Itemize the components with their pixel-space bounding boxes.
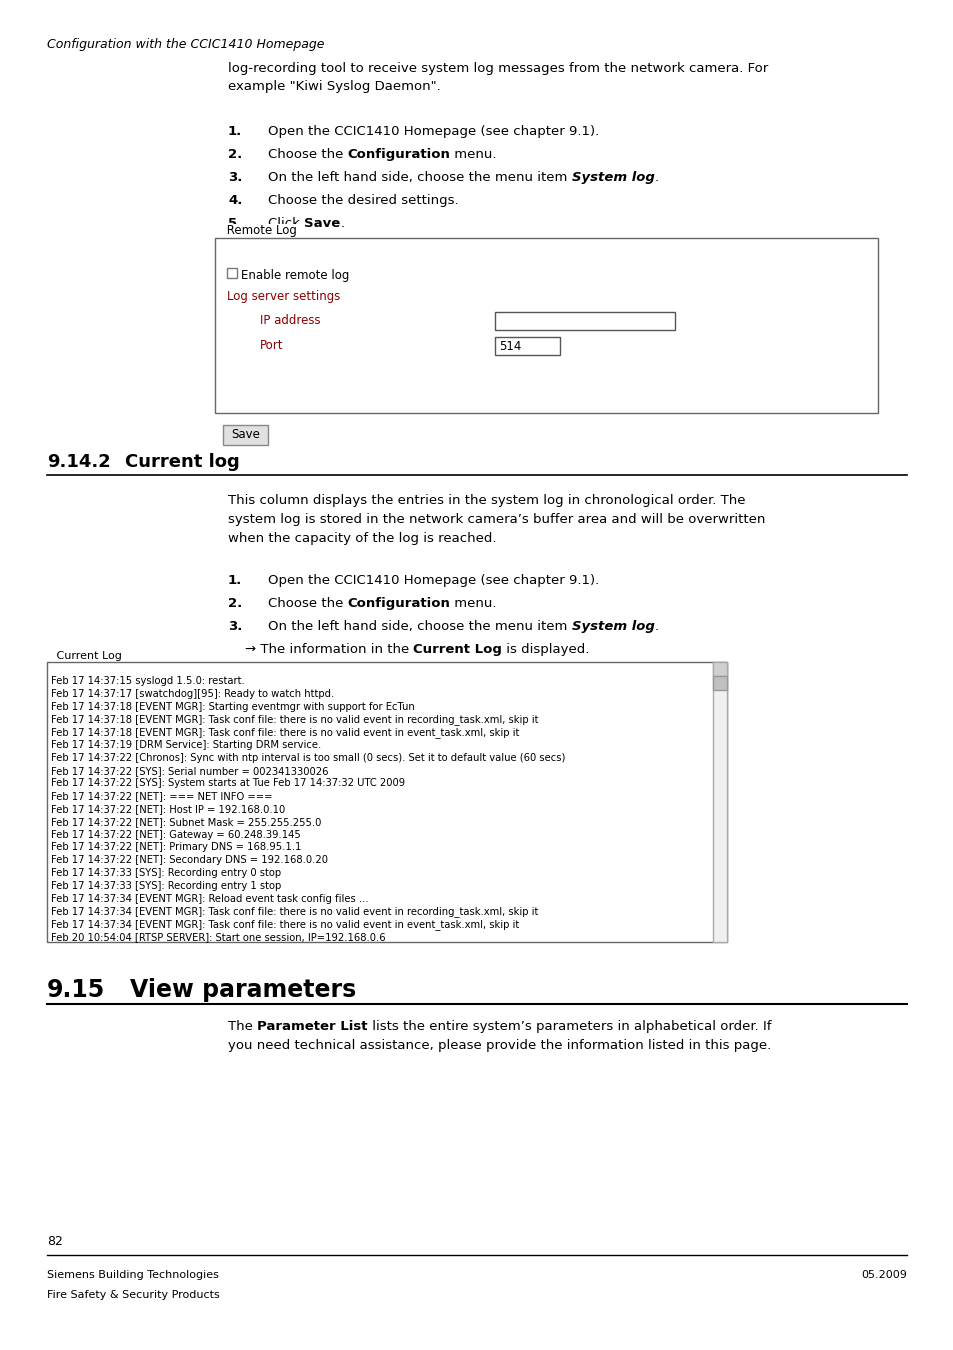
Bar [223, 425, 268, 446]
Bar [214, 238, 877, 413]
Text: Parameter List: Parameter List [257, 1021, 367, 1033]
Text: Open the CCIC1410 Homepage (see chapter 9.1).: Open the CCIC1410 Homepage (see chapter … [268, 574, 598, 587]
Text: View parameters: View parameters [130, 977, 355, 1002]
Text: when the capacity of the log is reached.: when the capacity of the log is reached. [228, 532, 496, 545]
Text: Feb 17 14:37:22 [NET]: Gateway = 60.248.39.145: Feb 17 14:37:22 [NET]: Gateway = 60.248.… [51, 830, 300, 840]
Text: Configuration: Configuration [347, 597, 450, 610]
Text: Feb 17 14:37:34 [EVENT MGR]: Task conf file: there is no valid event in event_ta: Feb 17 14:37:34 [EVENT MGR]: Task conf f… [51, 919, 518, 930]
Bar [495, 312, 675, 329]
Text: Fire Safety & Security Products: Fire Safety & Security Products [47, 1291, 219, 1300]
Text: log-recording tool to receive system log messages from the network camera. For: log-recording tool to receive system log… [228, 62, 767, 76]
Text: IP address: IP address [260, 315, 320, 327]
Text: Feb 17 14:37:22 [Chronos]: Sync with ntp interval is too small (0 secs). Set it : Feb 17 14:37:22 [Chronos]: Sync with ntp… [51, 753, 565, 763]
Text: Open the CCIC1410 Homepage (see chapter 9.1).: Open the CCIC1410 Homepage (see chapter … [268, 126, 598, 138]
Text: Feb 17 14:37:19 [DRM Service]: Starting DRM service.: Feb 17 14:37:19 [DRM Service]: Starting … [51, 740, 321, 751]
Text: is displayed.: is displayed. [502, 643, 589, 656]
Text: Log server settings: Log server settings [227, 290, 340, 302]
Text: Configuration with the CCIC1410 Homepage: Configuration with the CCIC1410 Homepage [47, 38, 324, 51]
Text: Current log: Current log [125, 454, 239, 471]
Text: Feb 17 14:37:22 [NET]: Subnet Mask = 255.255.255.0: Feb 17 14:37:22 [NET]: Subnet Mask = 255… [51, 817, 321, 826]
Text: menu.: menu. [450, 597, 497, 610]
Text: System log: System log [571, 620, 654, 633]
Text: .: . [340, 217, 344, 230]
Bar [712, 662, 726, 676]
Text: 4.: 4. [228, 194, 242, 207]
Text: Save: Save [304, 217, 340, 230]
Text: .: . [654, 171, 658, 184]
Text: Feb 17 14:37:22 [NET]: === NET INFO ===: Feb 17 14:37:22 [NET]: === NET INFO === [51, 791, 273, 801]
Bar [47, 662, 726, 942]
Bar [495, 338, 559, 355]
Text: Feb 17 14:37:34 [EVENT MGR]: Task conf file: there is no valid event in recordin: Feb 17 14:37:34 [EVENT MGR]: Task conf f… [51, 906, 537, 917]
Text: Click: Click [268, 217, 304, 230]
Text: 9.15: 9.15 [47, 977, 105, 1002]
Text: 5.: 5. [228, 217, 242, 230]
Text: Feb 17 14:37:18 [EVENT MGR]: Task conf file: there is no valid event in event_ta: Feb 17 14:37:18 [EVENT MGR]: Task conf f… [51, 728, 518, 738]
Bar [712, 662, 726, 942]
Text: Choose the: Choose the [268, 148, 347, 161]
Text: lists the entire system’s parameters in alphabetical order. If: lists the entire system’s parameters in … [367, 1021, 770, 1033]
Text: Feb 17 14:37:17 [swatchdog][95]: Ready to watch httpd.: Feb 17 14:37:17 [swatchdog][95]: Ready t… [51, 688, 334, 699]
Text: Feb 17 14:37:33 [SYS]: Recording entry 1 stop: Feb 17 14:37:33 [SYS]: Recording entry 1… [51, 880, 281, 891]
Text: On the left hand side, choose the menu item: On the left hand side, choose the menu i… [268, 620, 571, 633]
Text: System log: System log [571, 171, 654, 184]
Text: 05.2009: 05.2009 [861, 1270, 906, 1280]
Text: Feb 17 14:37:22 [NET]: Host IP = 192.168.0.10: Feb 17 14:37:22 [NET]: Host IP = 192.168… [51, 805, 285, 814]
Text: On the left hand side, choose the menu item: On the left hand side, choose the menu i… [268, 171, 571, 184]
Text: This column displays the entries in the system log in chronological order. The: This column displays the entries in the … [228, 494, 744, 508]
Text: Choose the desired settings.: Choose the desired settings. [268, 194, 458, 207]
Text: system log is stored in the network camera’s buffer area and will be overwritten: system log is stored in the network came… [228, 513, 764, 526]
Text: Siemens Building Technologies: Siemens Building Technologies [47, 1270, 218, 1280]
Text: Feb 17 14:37:33 [SYS]: Recording entry 0 stop: Feb 17 14:37:33 [SYS]: Recording entry 0… [51, 868, 281, 878]
Text: Feb 20 10:54:04 [RTSP SERVER]: Start one session, IP=192.168.0.6: Feb 20 10:54:04 [RTSP SERVER]: Start one… [51, 931, 385, 942]
Text: Configuration: Configuration [347, 148, 450, 161]
Text: → The information in the: → The information in the [245, 643, 413, 656]
Text: Feb 17 14:37:22 [SYS]: Serial number = 002341330026: Feb 17 14:37:22 [SYS]: Serial number = 0… [51, 765, 328, 776]
Text: 2.: 2. [228, 148, 242, 161]
Text: Feb 17 14:37:34 [EVENT MGR]: Reload event task config files ...: Feb 17 14:37:34 [EVENT MGR]: Reload even… [51, 894, 368, 903]
Text: Current Log: Current Log [413, 643, 502, 656]
Text: 82: 82 [47, 1235, 63, 1247]
Text: Save: Save [231, 428, 259, 441]
Text: 514: 514 [498, 340, 521, 352]
Text: The: The [228, 1021, 257, 1033]
Text: Feb 17 14:37:18 [EVENT MGR]: Task conf file: there is no valid event in recordin: Feb 17 14:37:18 [EVENT MGR]: Task conf f… [51, 714, 537, 725]
Text: 9.14.2: 9.14.2 [47, 454, 111, 471]
Text: example "Kiwi Syslog Daemon".: example "Kiwi Syslog Daemon". [228, 80, 440, 93]
Text: you need technical assistance, please provide the information listed in this pag: you need technical assistance, please pr… [228, 1040, 770, 1052]
Bar [712, 676, 726, 690]
Text: Feb 17 14:37:15 syslogd 1.5.0: restart.: Feb 17 14:37:15 syslogd 1.5.0: restart. [51, 676, 245, 686]
Text: 2.: 2. [228, 597, 242, 610]
Text: Enable remote log: Enable remote log [241, 269, 349, 282]
Text: 3.: 3. [228, 171, 242, 184]
Bar [227, 269, 236, 278]
Text: 1.: 1. [228, 126, 242, 138]
Text: .: . [654, 620, 658, 633]
Text: Remote Log: Remote Log [223, 224, 300, 238]
Text: Feb 17 14:37:22 [SYS]: System starts at Tue Feb 17 14:37:32 UTC 2009: Feb 17 14:37:22 [SYS]: System starts at … [51, 779, 405, 788]
Text: 3.: 3. [228, 620, 242, 633]
Text: menu.: menu. [450, 148, 497, 161]
Text: Feb 17 14:37:22 [NET]: Secondary DNS = 192.168.0.20: Feb 17 14:37:22 [NET]: Secondary DNS = 1… [51, 855, 328, 865]
Text: Port: Port [260, 339, 283, 352]
Text: 1.: 1. [228, 574, 242, 587]
Text: Current Log: Current Log [53, 651, 125, 661]
Text: Feb 17 14:37:18 [EVENT MGR]: Starting eventmgr with support for EcTun: Feb 17 14:37:18 [EVENT MGR]: Starting ev… [51, 702, 415, 711]
Text: Feb 17 14:37:22 [NET]: Primary DNS = 168.95.1.1: Feb 17 14:37:22 [NET]: Primary DNS = 168… [51, 842, 301, 852]
Text: Choose the: Choose the [268, 597, 347, 610]
